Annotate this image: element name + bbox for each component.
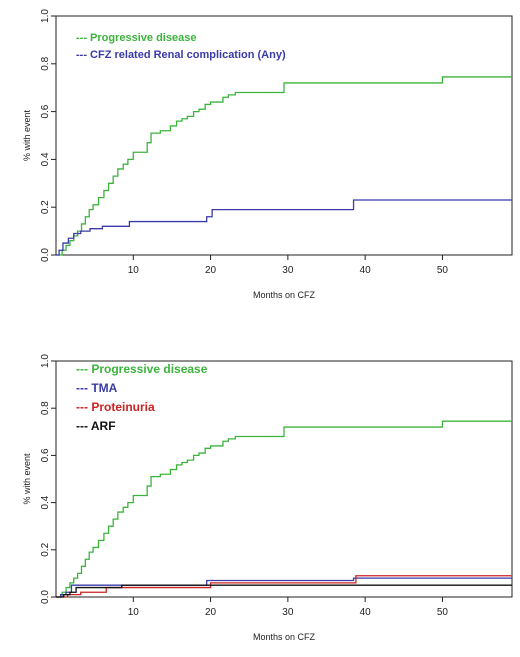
chart2: 0.0 0.2 0.4 0.6 0.8 1.0 10 20 30 40 50 Months on CF… [22, 354, 513, 642]
chart1: 0.0 0.2 0.4 0.6 0.8 1.0 10 20 30 40 50 Months on CF… [22, 9, 513, 300]
chart1-xtick-label: 40 [360, 265, 372, 276]
chart2-series-arf [56, 584, 512, 598]
chart1-xtick-label: 50 [437, 265, 449, 276]
chart2-xtick-label: 50 [437, 607, 449, 618]
chart1-series-cfz-related-renal-complication-any [56, 199, 512, 256]
chart2-ytick-label: 1.0 [40, 354, 51, 368]
chart1-ytick-label: 0.0 [40, 248, 51, 262]
chart2-xtick-label: 30 [282, 607, 294, 618]
chart2-legend-arf: --- ARF [76, 419, 116, 433]
chart2-xtick-label: 20 [205, 607, 217, 618]
chart2-legend-progressive-disease: --- Progressive disease [76, 362, 208, 376]
chart2-ytick-label: 0.2 [40, 542, 51, 556]
chart2-ytick-label: 0.8 [40, 401, 51, 415]
chart1-ytick-label: 1.0 [40, 9, 51, 23]
chart2-x-axis-title: Months on CFZ [253, 632, 316, 642]
chart2-series-proteinuria [56, 575, 512, 598]
chart1-xtick-label: 20 [205, 265, 217, 276]
chart2-xtick-label: 40 [360, 607, 372, 618]
chart1-legend-progressive-disease: --- Progressive disease [76, 32, 196, 44]
chart1-xtick-label: 10 [128, 265, 140, 276]
chart2-ytick-label: 0.4 [40, 495, 51, 509]
chart1-y-axis-title: % with event [22, 109, 32, 161]
chart1-x-axis-title: Months on CFZ [253, 290, 316, 300]
chart2-y-axis-title: % with event [22, 453, 32, 505]
chart1-ytick-label: 0.6 [40, 104, 51, 118]
chart1-ytick-label: 0.4 [40, 152, 51, 166]
chart1-legend-cfz-related-renal-complication-any: --- CFZ related Renal complication (Any) [76, 49, 286, 61]
chart2-plot-frame [55, 360, 513, 598]
chart2-legend-proteinuria: --- Proteinuria [76, 400, 155, 414]
chart2-xtick-label: 10 [128, 607, 140, 618]
chart2-series-tma [56, 577, 512, 598]
chart1-series-progressive-disease [56, 76, 512, 256]
chart2-ytick-label: 0.0 [40, 590, 51, 604]
chart1-ytick-label: 0.2 [40, 200, 51, 214]
chart2-legend-tma: --- TMA [76, 381, 118, 395]
chart1-ytick-label: 0.8 [40, 56, 51, 70]
chart1-plot-frame [55, 15, 513, 256]
chart1-xtick-label: 30 [282, 265, 294, 276]
chart2-ytick-label: 0.6 [40, 448, 51, 462]
chart2-series-progressive-disease [56, 420, 512, 598]
